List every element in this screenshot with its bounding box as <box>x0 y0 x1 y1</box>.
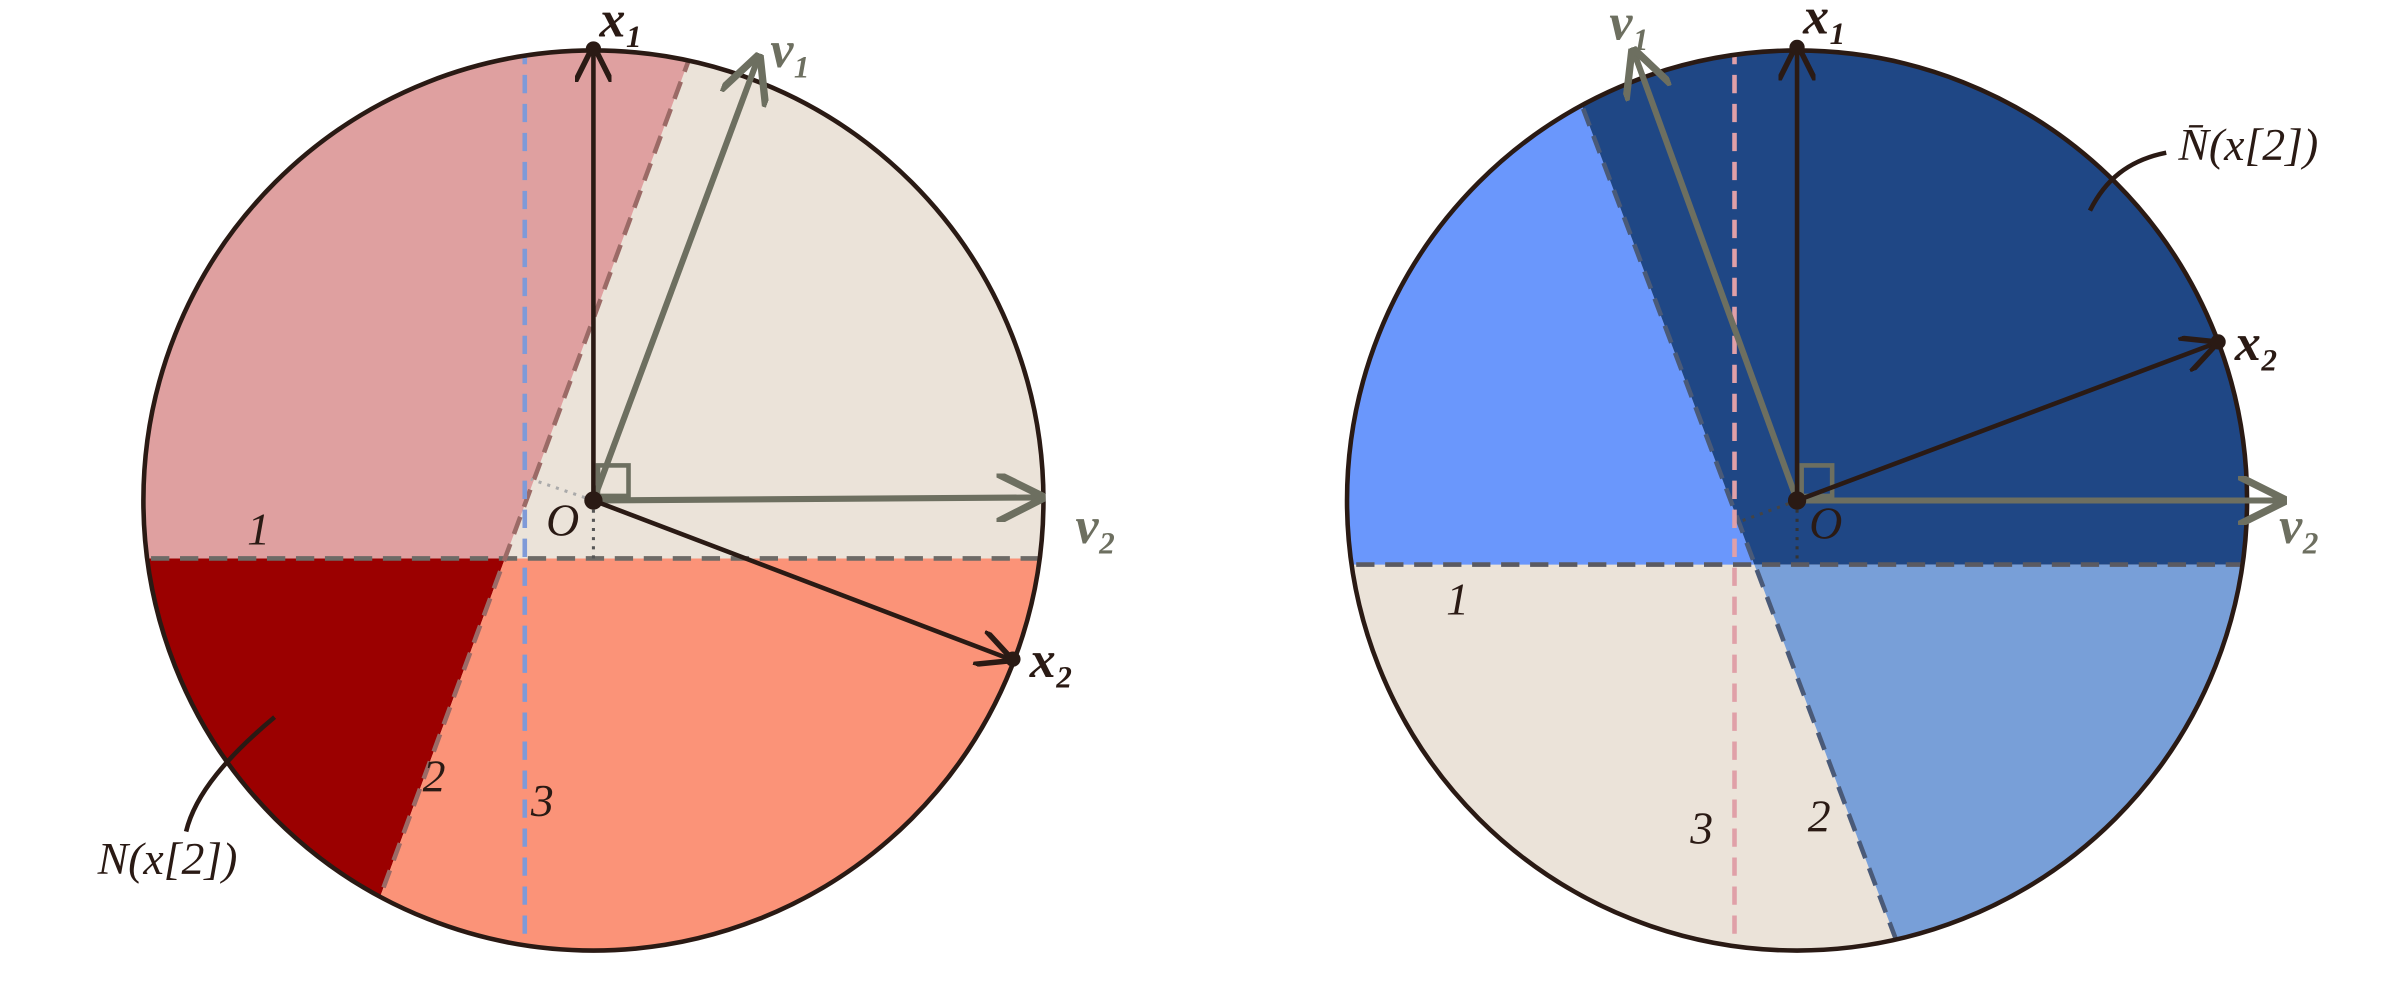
label-region: 3 <box>1689 803 1713 854</box>
dotted-line <box>1738 499 1798 524</box>
left-panel: x₁ v₁ v₂ x₂ O 1 2 3 N(x[2]) <box>97 0 1117 953</box>
label-v1: v₁ <box>1609 0 1650 51</box>
label-x2: x₂ <box>1029 632 1074 689</box>
dashed-line <box>1540 50 1922 951</box>
arrow-v1 <box>1634 52 1800 502</box>
label-v1: v₁ <box>770 22 811 79</box>
label-x2: x₂ <box>2234 315 2279 372</box>
region-n <box>143 558 505 951</box>
point <box>585 41 602 57</box>
point <box>1789 39 1805 56</box>
label-region: 3 <box>530 775 554 826</box>
label-region: 2 <box>423 751 446 802</box>
arrow-v2 <box>593 497 1040 500</box>
point <box>2210 334 2226 350</box>
label-origin: O <box>546 494 579 545</box>
label-region: 1 <box>1446 574 1469 625</box>
dotted-line <box>530 477 594 502</box>
arrow-x2 <box>592 498 1009 660</box>
label-origin: O <box>1809 497 1842 548</box>
label-set: N̄(x[2]) <box>2177 119 2318 170</box>
label-v2: v₂ <box>1075 498 1116 555</box>
label-region: 2 <box>1808 790 1831 841</box>
label-set: N(x[2]) <box>97 833 238 884</box>
right-panel: x₁ v₁ v₂ x₂ O 1 2 3 N̄(x[2]) <box>1344 0 2320 953</box>
arrow-v1 <box>590 58 758 502</box>
origin-point <box>584 491 603 510</box>
dashed-line <box>339 50 714 951</box>
callout <box>183 715 277 833</box>
label-v2: v₂ <box>2279 498 2320 555</box>
point <box>1005 651 1021 667</box>
callout <box>2087 150 2167 212</box>
right-angle <box>1799 463 1835 499</box>
arrow-x2 <box>1796 343 2215 503</box>
label-x1: x₁ <box>1802 0 1847 45</box>
origin-point <box>1787 491 1807 510</box>
label-region: 1 <box>247 504 270 555</box>
label-x1: x₁ <box>599 0 644 48</box>
